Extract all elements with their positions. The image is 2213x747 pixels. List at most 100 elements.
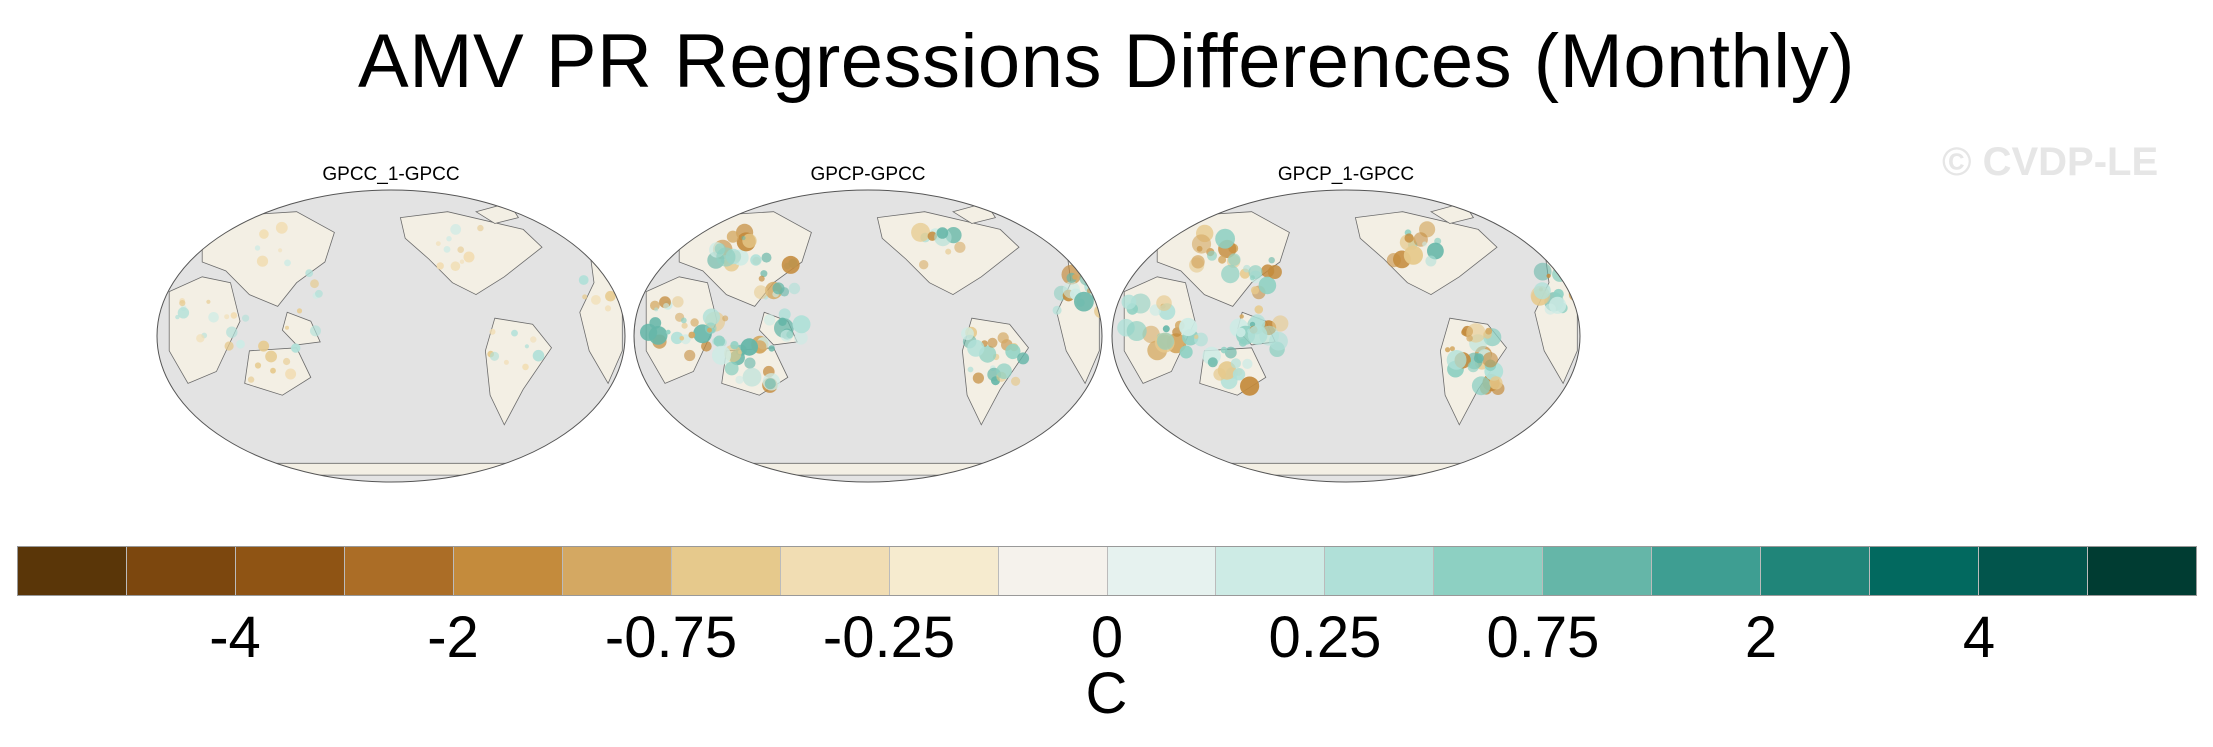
map-panel: GPCC_1-GPCC [155, 164, 627, 484]
anomaly-blob [1230, 358, 1241, 369]
anomaly-blob [1215, 228, 1235, 249]
anomaly-blob [296, 308, 303, 314]
anomaly-blob [735, 375, 744, 384]
anomaly-blob [242, 314, 250, 322]
colorbar-tick-label: -0.25 [822, 605, 956, 670]
map-outline [156, 189, 626, 483]
colorbar-swatch [998, 547, 1108, 595]
colorbar-swatch [562, 547, 672, 595]
anomaly-blob [707, 327, 712, 333]
anomaly-blob [177, 307, 190, 319]
anomaly-blob [443, 246, 451, 253]
anomaly-blob [726, 230, 739, 243]
anomaly-blob [794, 331, 808, 345]
anomaly-blob [226, 326, 238, 338]
anomaly-blob [778, 317, 787, 326]
anomaly-blob [681, 322, 688, 329]
anomaly-blob [679, 336, 685, 341]
anomaly-blob [315, 289, 323, 298]
anomaly-blob [1549, 296, 1567, 314]
colorbar-tick-label: 0 [1090, 605, 1124, 670]
anomaly-blob [996, 363, 1012, 379]
continent [201, 211, 335, 307]
anomaly-blob [761, 252, 772, 263]
anomaly-blob [1239, 314, 1244, 319]
map-panel-title: GPCP_1-GPCC [1277, 164, 1415, 185]
anomaly-blob [1446, 350, 1467, 370]
anomaly-blob [605, 290, 616, 302]
anomaly-blob [1466, 335, 1473, 342]
anomaly-blob [1272, 315, 1289, 332]
continent [726, 462, 1010, 476]
colorbar-swatch [235, 547, 345, 595]
anomaly-blob [247, 376, 255, 383]
anomaly-blob [1191, 255, 1205, 269]
anomaly-blob [1247, 325, 1268, 345]
anomaly-blob [967, 339, 985, 357]
anomaly-blob [690, 318, 699, 327]
anomaly-blob [1017, 352, 1030, 365]
anomaly-blob [578, 275, 589, 285]
anomaly-blob [196, 334, 205, 343]
anomaly-blob [1162, 325, 1170, 333]
anomaly-blob [997, 332, 1009, 344]
map-panel: GPCP_1-GPCC [1110, 164, 1582, 484]
colorbar-swatch [1216, 547, 1326, 595]
figure-title: AMV PR Regressions Differences (Monthly) [358, 19, 1855, 104]
anomaly-blob [754, 285, 768, 300]
anomaly-blob [463, 251, 475, 263]
anomaly-blob [701, 341, 712, 352]
anomaly-blob [663, 303, 670, 310]
anomaly-blob [489, 351, 500, 361]
anomaly-blob [1240, 376, 1260, 396]
anomaly-blob [1403, 245, 1423, 265]
anomaly-blob [1156, 332, 1175, 350]
anomaly-blob [1074, 291, 1094, 312]
anomaly-blob [684, 349, 696, 362]
anomaly-blob [284, 259, 291, 267]
map-outline [633, 189, 1103, 483]
anomaly-blob [760, 270, 768, 278]
anomaly-blob [285, 325, 289, 330]
anomaly-blob [792, 315, 811, 334]
anomaly-blob [604, 305, 612, 312]
anomaly-blob [1179, 345, 1193, 359]
map-panel: GPCP-GPCC [632, 164, 1104, 484]
anomaly-blob [524, 344, 529, 349]
anomaly-blob [275, 221, 288, 234]
anomaly-blob [1564, 270, 1577, 283]
continent [484, 317, 552, 426]
anomaly-blob [649, 317, 662, 329]
anomaly-blob [1011, 376, 1021, 386]
anomaly-blob [1482, 352, 1498, 368]
anomaly-blob [1546, 273, 1551, 278]
colorbar-tick-label: 0.25 [1268, 605, 1382, 670]
anomaly-blob [1194, 334, 1199, 339]
colorbar-swatch [1434, 547, 1544, 595]
anomaly-blob [1489, 376, 1503, 390]
anomaly-blob [714, 243, 726, 255]
continent [1354, 211, 1498, 296]
anomaly-blob [1224, 346, 1237, 359]
anomaly-blob [954, 241, 966, 253]
anomaly-blob [758, 275, 765, 282]
anomaly-blob [772, 282, 785, 295]
colorbar-tick-label: 0.75 [1486, 605, 1600, 670]
anomaly-blob [1267, 265, 1282, 279]
anomaly-blob [278, 248, 283, 253]
anomaly-blob [208, 312, 219, 323]
anomaly-blob [230, 312, 238, 319]
anomaly-blob [532, 349, 545, 362]
anomaly-blob [680, 317, 687, 324]
anomaly-blob [1425, 255, 1437, 267]
anomaly-blob [446, 236, 452, 242]
anomaly-blob [522, 363, 529, 371]
anomaly-blob [1258, 276, 1277, 295]
anomaly-blob [305, 269, 314, 277]
anomaly-blob [1207, 250, 1217, 261]
colorbar-swatch [1107, 547, 1217, 595]
anomaly-blob [1220, 346, 1228, 354]
colorbar-swatch [1325, 547, 1435, 595]
anomaly-blob [179, 300, 186, 307]
anomaly-blob [654, 307, 659, 312]
